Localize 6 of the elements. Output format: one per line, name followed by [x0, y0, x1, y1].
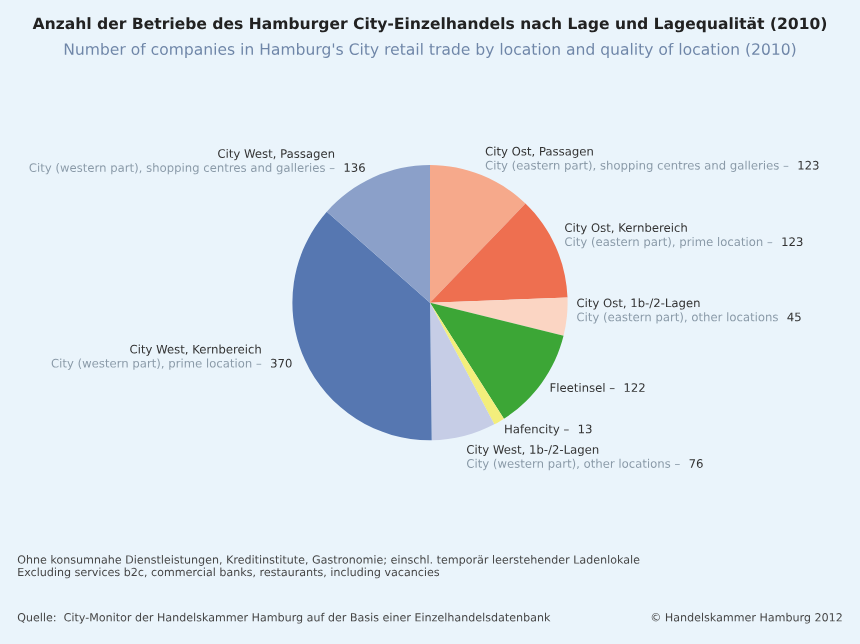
pie-slice	[430, 203, 568, 303]
pie-slice	[292, 211, 432, 441]
pie-slice	[430, 302, 504, 425]
pie-slice	[430, 302, 495, 441]
pie-slice	[430, 297, 568, 336]
pie-slice	[326, 165, 430, 303]
